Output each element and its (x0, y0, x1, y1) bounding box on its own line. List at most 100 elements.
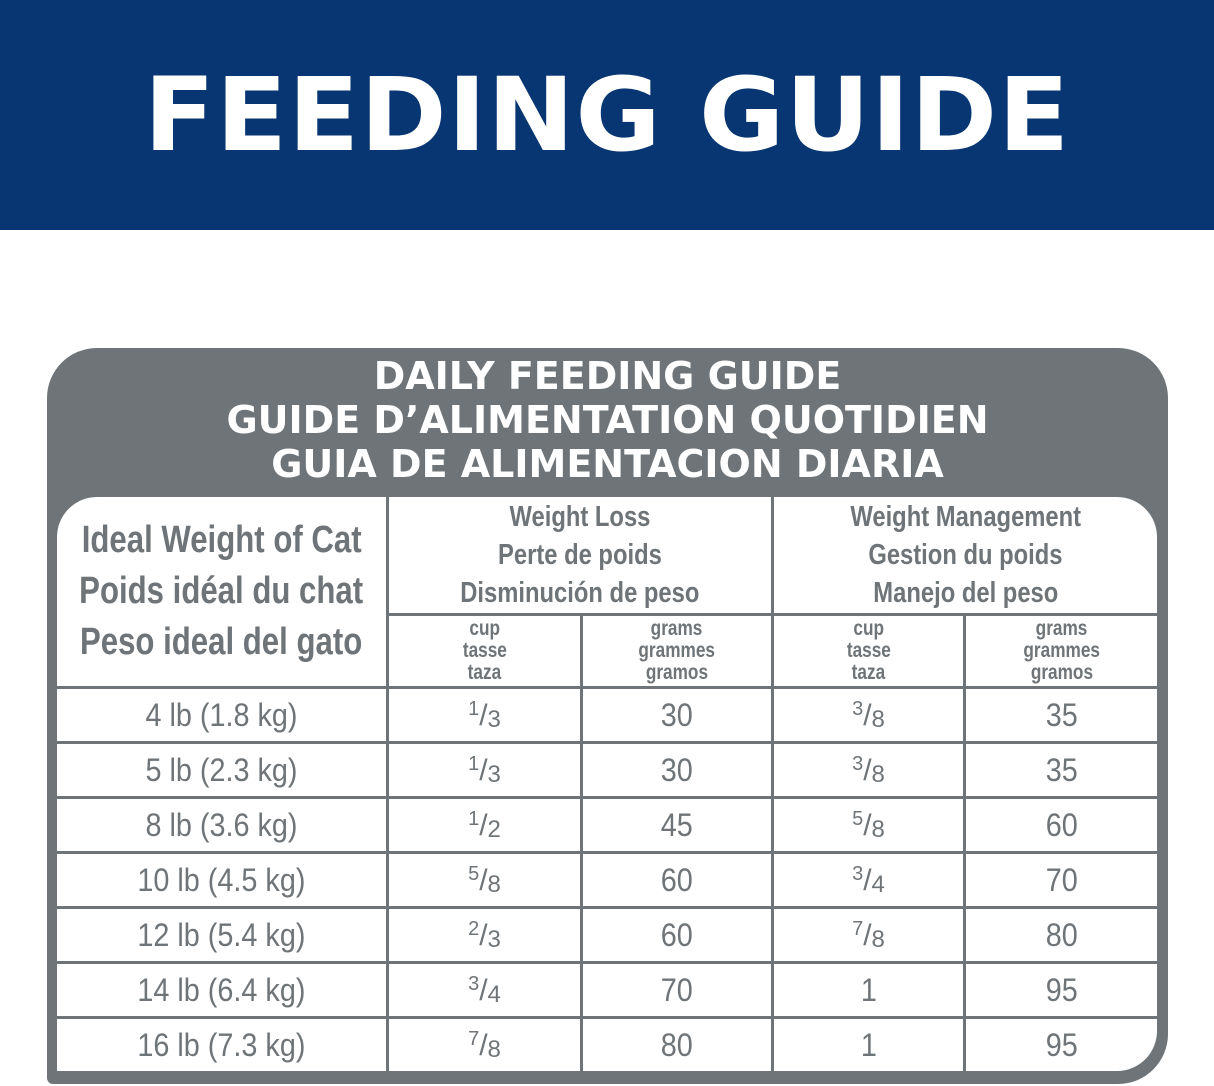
cell-value: 45 (660, 806, 694, 843)
weight-cell: 5 lb (2.3 kg) (57, 744, 386, 796)
numerator: 3 (852, 698, 864, 720)
denominator: 4 (487, 981, 501, 1008)
weight-management-fr: Gestion du poids (868, 539, 1063, 571)
weight-loss-grams-cell: 60 (583, 854, 771, 906)
fraction-slash: / (479, 1029, 488, 1062)
cell-value: 1 (860, 971, 877, 1008)
cell-value: 70 (660, 971, 694, 1008)
numerator: 7 (468, 1028, 480, 1050)
fraction: 7/8 (852, 916, 885, 954)
weight-header-en: Ideal Weight of Cat (81, 519, 362, 561)
numerator: 1 (468, 808, 480, 830)
wl-cup-header-line: tasse (462, 639, 507, 662)
weight-management-en: Weight Management (850, 501, 1081, 533)
cell-value: 80 (660, 1026, 694, 1063)
wm-cup-header-line: tasse (846, 639, 891, 662)
weight-cell: 12 lb (5.4 kg) (57, 909, 386, 961)
weight-loss-grams-cell: 70 (583, 964, 771, 1016)
weight-management-grams-cell: 95 (966, 964, 1157, 1016)
cell-value: 1 (860, 1026, 877, 1063)
fraction: 3/8 (852, 751, 885, 789)
weight-loss-cup-cell: 3/4 (389, 964, 580, 1016)
denominator: 8 (871, 816, 885, 843)
weight-header-fr: Poids idéal du chat (79, 570, 364, 612)
cell-value: 30 (660, 696, 694, 733)
weight-management-es: Manejo del peso (872, 577, 1058, 609)
fraction-slash: / (479, 754, 488, 787)
fraction: 5/8 (468, 861, 501, 899)
weight-management-cup-cell: 7/8 (774, 909, 963, 961)
numerator: 1 (468, 753, 480, 775)
numerator: 3 (852, 863, 864, 885)
fraction: 3/4 (468, 971, 501, 1009)
wm-grams-header-line: grammes (1023, 639, 1100, 662)
feeding-guide-panel: DAILY FEEDING GUIDE GUIDE D’ALIMENTATION… (47, 348, 1168, 1084)
wm-cup-header-line: cup (853, 617, 884, 640)
cell-value: 95 (1045, 971, 1078, 1008)
numerator: 7 (852, 918, 864, 940)
wl-cup-header-line: taza (467, 661, 502, 684)
weight-management-header: Weight Management Gestion du poids Manej… (774, 497, 1157, 613)
cell-value: 70 (1045, 861, 1078, 898)
cell-value: 5 lb (2.3 kg) (145, 751, 298, 788)
fraction-slash: / (479, 864, 488, 897)
weight-management-cup-cell: 3/4 (774, 854, 963, 906)
weight-loss-cup-cell: 1/3 (389, 744, 580, 796)
denominator: 3 (487, 706, 501, 733)
denominator: 3 (487, 926, 501, 953)
weight-loss-grams-cell: 45 (583, 799, 771, 851)
banner-title: FEEDING GUIDE (143, 55, 1071, 175)
weight-management-grams-cell: 80 (966, 909, 1157, 961)
cell-value: 8 lb (3.6 kg) (145, 806, 298, 843)
weight-loss-es: Disminución de peso (460, 577, 700, 609)
numerator: 5 (468, 863, 480, 885)
fraction: 1/3 (468, 751, 501, 789)
weight-management-grams-cell: 70 (966, 854, 1157, 906)
weight-header: Ideal Weight of Cat Poids idéal du chat … (57, 497, 386, 686)
weight-loss-cup-cell: 1/3 (389, 689, 580, 741)
panel-title-es: GUIA DE ALIMENTACION DIARIA (271, 442, 944, 486)
weight-loss-cup-cell: 2/3 (389, 909, 580, 961)
header-banner: FEEDING GUIDE (0, 0, 1214, 230)
wm-grams-header: grams grammes gramos (966, 616, 1157, 686)
cell-value: 60 (660, 916, 694, 953)
cell-value: 10 lb (4.5 kg) (137, 861, 306, 898)
fraction-slash: / (479, 919, 488, 952)
fraction-slash: / (479, 809, 488, 842)
denominator: 8 (487, 1036, 501, 1063)
fraction: 2/3 (468, 916, 501, 954)
weight-management-cup-cell: 3/8 (774, 744, 963, 796)
weight-cell: 10 lb (4.5 kg) (57, 854, 386, 906)
weight-loss-cup-cell: 7/8 (389, 1019, 580, 1071)
wl-grams-header-line: grams (651, 617, 703, 640)
panel-title-en: DAILY FEEDING GUIDE (373, 354, 842, 398)
fraction-slash: / (863, 754, 872, 787)
fraction-slash: / (863, 809, 872, 842)
weight-management-cup-cell: 3/8 (774, 689, 963, 741)
wm-cup-header-line: taza (851, 661, 886, 684)
denominator: 8 (871, 926, 885, 953)
cell-value: 16 lb (7.3 kg) (137, 1026, 306, 1063)
cell-value: 80 (1045, 916, 1078, 953)
denominator: 8 (871, 706, 885, 733)
weight-cell: 14 lb (6.4 kg) (57, 964, 386, 1016)
weight-loss-en: Weight Loss (509, 501, 651, 533)
cell-value: 35 (1045, 696, 1078, 733)
wl-cup-header-line: cup (469, 617, 500, 640)
cell-value: 60 (1045, 806, 1078, 843)
fraction-slash: / (479, 974, 488, 1007)
weight-management-grams-cell: 95 (966, 1019, 1157, 1071)
weight-loss-grams-cell: 30 (583, 744, 771, 796)
wm-cup-header: cup tasse taza (774, 616, 963, 686)
weight-cell: 4 lb (1.8 kg) (57, 689, 386, 741)
weight-loss-grams-cell: 30 (583, 689, 771, 741)
wl-grams-header-line: gramos (645, 661, 709, 684)
fraction: 5/8 (852, 806, 885, 844)
fraction-slash: / (863, 864, 872, 897)
weight-management-grams-cell: 35 (966, 689, 1157, 741)
numerator: 2 (468, 918, 480, 940)
weight-management-grams-cell: 60 (966, 799, 1157, 851)
weight-management-cup-cell: 1 (774, 964, 963, 1016)
weight-cell: 16 lb (7.3 kg) (57, 1019, 386, 1071)
fraction-slash: / (863, 699, 872, 732)
